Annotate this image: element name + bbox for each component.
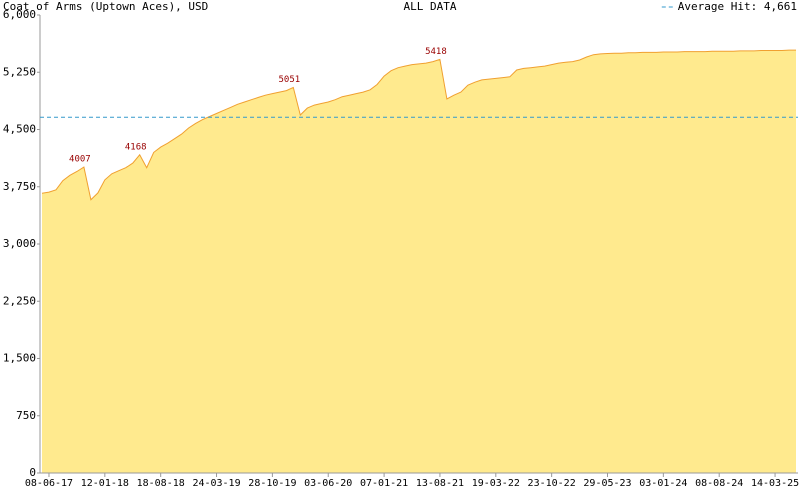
peak-label: 4007 (69, 155, 91, 165)
y-tick-label: 750 (16, 409, 36, 422)
y-tick-label: 1,500 (3, 352, 36, 365)
x-tick-label: 13-08-21 (416, 478, 464, 489)
y-tick-label: 3,750 (3, 180, 36, 193)
x-tick-label: 29-05-23 (583, 478, 631, 489)
chart-title: Coat of Arms (Uptown Aces), USD (3, 0, 208, 13)
y-tick-label: 3,000 (3, 237, 36, 250)
y-tick-label: 2,250 (3, 294, 36, 307)
y-tick-label: 5,250 (3, 65, 36, 78)
y-tick-label: 4,500 (3, 123, 36, 136)
peak-label: 4168 (125, 142, 147, 152)
x-tick-label: 18-08-18 (137, 478, 185, 489)
x-tick-label: 08-06-17 (25, 478, 73, 489)
x-tick-label: 08-08-24 (695, 478, 743, 489)
x-tick-label: 28-10-19 (248, 478, 296, 489)
y-tick-label: 6,000 (3, 8, 36, 21)
legend-label: Average Hit: 4,661 (678, 0, 797, 13)
area-fill (42, 50, 796, 473)
y-tick-label: 0 (29, 466, 36, 479)
x-tick-label: 03-06-20 (304, 478, 352, 489)
x-tick-label: 07-01-21 (360, 478, 408, 489)
peak-label: 5051 (278, 75, 300, 85)
x-tick-label: 24-03-19 (192, 478, 240, 489)
x-tick-label: 14-03-25 (751, 478, 799, 489)
x-tick-label: 23-10-22 (528, 478, 576, 489)
x-tick-label: 03-01-24 (639, 478, 687, 489)
area-line (41, 49, 796, 201)
x-tick-label: 12-01-18 (81, 478, 129, 489)
x-tick-label: 19-03-22 (472, 478, 520, 489)
peak-label: 5418 (425, 47, 447, 57)
chart-subtitle: ALL DATA (404, 0, 457, 13)
